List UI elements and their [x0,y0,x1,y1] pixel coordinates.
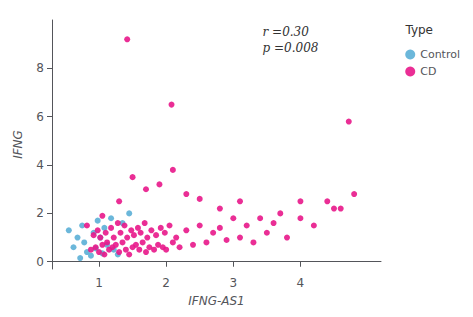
svg-text:Type: Type [404,23,433,37]
svg-text:CD: CD [420,65,436,78]
svg-text:r =0.30: r =0.30 [263,25,310,39]
svg-text:p =0.008: p =0.008 [263,41,319,55]
svg-text:4: 4 [36,158,44,172]
svg-text:1: 1 [95,276,103,290]
svg-text:IFNG-AS1: IFNG-AS1 [188,294,245,308]
svg-text:3: 3 [229,276,237,290]
svg-text:6: 6 [36,110,44,124]
svg-text:8: 8 [36,61,44,75]
svg-text:IFNG: IFNG [11,130,25,159]
svg-text:2: 2 [36,206,44,220]
svg-text:2: 2 [162,276,170,290]
svg-text:0: 0 [36,255,44,269]
svg-text:4: 4 [297,276,305,290]
svg-text:Control: Control [420,48,460,61]
